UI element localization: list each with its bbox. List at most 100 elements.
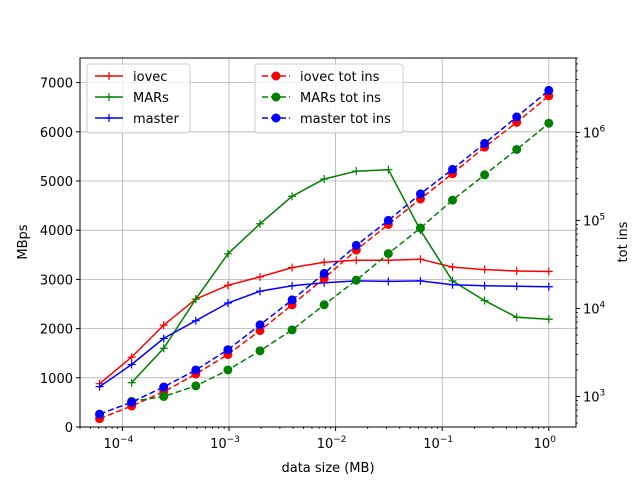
data-point [320,258,329,267]
data-point [544,118,554,128]
data-point [159,344,168,353]
data-point [95,409,105,419]
data-point [512,313,521,322]
x-tick-label-base: 10 [104,437,121,452]
data-point [351,240,361,250]
legend-label: MARs tot ins [300,91,381,106]
data-point [127,353,136,362]
legend-label: MARs [133,91,169,106]
data-point [223,281,232,290]
data-point [256,272,265,281]
legend-right-box [254,63,404,134]
data-point [159,382,169,392]
data-point [127,397,137,407]
data-point [512,144,522,154]
data-point [127,360,136,369]
data-point [191,295,200,304]
legend-left-box [86,63,191,134]
x-tick-label-exponent: −1 [440,435,453,445]
data-point [544,267,553,276]
data-point [383,215,393,225]
data-point [416,276,425,285]
legend-label: master tot ins [300,112,391,127]
legend-marker [105,93,113,101]
data-point [288,263,297,272]
data-point [223,365,233,375]
x-tick-label-base: 10 [534,437,551,452]
legend-right: iovec tot ins MARs tot ins master tot ins [254,63,404,134]
legend-marker [105,72,113,80]
data-point [480,170,490,180]
y-tick-label: 0 [65,421,73,436]
y2-tick-label-exponent: 6 [600,124,606,134]
series-line [131,168,549,384]
x-tick-label: 10−2 [317,435,347,452]
legend-left: iovec MARs master [86,63,191,134]
data-point [191,381,201,391]
x-tick-label: 10−4 [104,435,134,452]
data-point [159,321,168,330]
series-MARs-tot-ins [127,118,554,406]
series-master-tot-ins [95,85,554,419]
y-tick-label: 6000 [40,126,73,141]
x-tick-label-base: 10 [317,437,334,452]
data-point [159,334,168,343]
x-tick-label-exponent: −4 [120,435,134,445]
x-tick-label: 10−1 [423,435,453,452]
y2-tick-label-base: 10 [583,302,600,317]
data-point [191,316,200,325]
y-tick-label: 2000 [40,323,73,338]
data-point [448,195,458,205]
y2-tick-label: 105 [583,212,605,229]
data-point [384,277,393,286]
data-point [352,167,361,176]
legend-marker [271,92,281,102]
data-point [415,223,425,233]
data-point [480,265,489,274]
y2-tick-label-base: 10 [583,390,600,405]
data-point [191,365,201,375]
data-point [223,345,233,355]
data-point [223,299,232,308]
legend-label: iovec [133,70,167,85]
data-point [415,189,425,199]
y2-tick-label-base: 10 [583,214,600,229]
data-point [448,263,457,272]
x-tick-label-exponent: 0 [550,435,556,445]
y2-axis-label: tot ins [616,221,631,262]
x-axis-label: data size (MB) [281,461,374,476]
y2-tick-label: 106 [583,124,606,141]
y2-tick-label-base: 10 [583,126,600,141]
data-point [320,175,329,184]
data-point [255,320,265,330]
legend-entry: master tot ins [262,112,391,127]
data-point [544,282,553,291]
y2-tick-label: 104 [583,300,606,317]
data-point [352,256,361,265]
x-tick-label: 10−3 [210,435,240,452]
x-tick-label-base: 10 [423,437,440,452]
data-point [480,296,489,305]
legend-entry: iovec tot ins [262,70,380,85]
x-tick-label: 100 [534,435,557,452]
x-tick-label-exponent: −2 [333,435,346,445]
data-point [384,165,393,174]
data-point [512,282,521,291]
data-point [287,295,297,305]
legend-entry: master [95,112,179,127]
data-point [544,315,553,324]
y2-tick-label-exponent: 5 [600,212,606,222]
data-point [256,287,265,296]
data-point [448,280,457,289]
data-point [95,382,104,391]
y2-tick-label: 103 [583,388,605,405]
data-point [512,112,522,122]
legend-entry: MARs [95,91,169,106]
data-point [288,192,297,201]
legend-marker [271,71,281,81]
data-point [416,255,425,264]
data-point [127,378,136,387]
data-point [480,281,489,290]
y-tick-label: 3000 [40,273,73,288]
y-tick-label: 4000 [40,224,73,239]
